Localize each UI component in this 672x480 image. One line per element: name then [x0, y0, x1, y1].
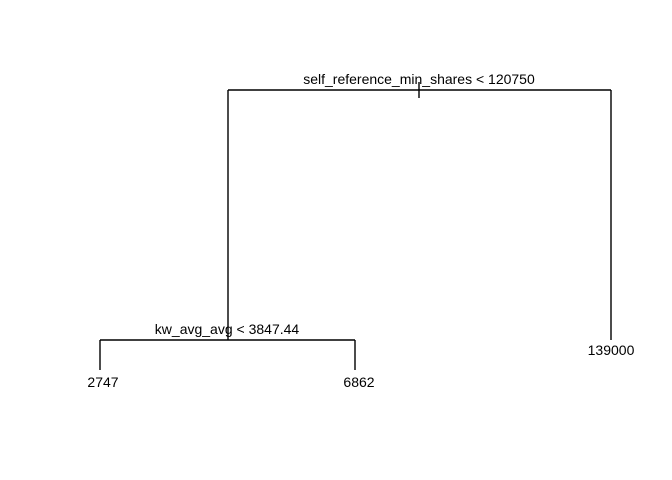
root-split-label: self_reference_min_shares < 120750 [303, 71, 535, 87]
leaf-label-left-left: 2747 [87, 374, 118, 390]
left-split-node: kw_avg_avg < 3847.44 [99, 321, 356, 370]
left-split-label: kw_avg_avg < 3847.44 [155, 321, 300, 337]
leaf-label-left-right: 6862 [343, 374, 374, 390]
root-split-node: self_reference_min_shares < 120750 [227, 71, 612, 340]
leaf-label-right: 139000 [588, 342, 635, 358]
